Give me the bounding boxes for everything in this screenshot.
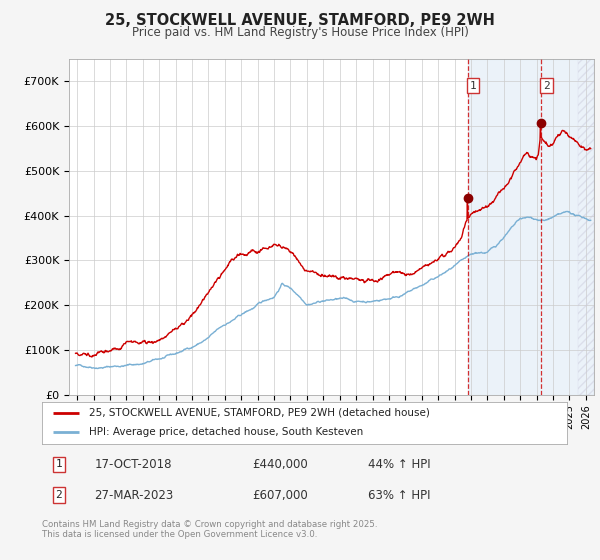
Text: Contains HM Land Registry data © Crown copyright and database right 2025.
This d: Contains HM Land Registry data © Crown c…: [42, 520, 377, 539]
Text: 2: 2: [543, 81, 550, 91]
Text: 25, STOCKWELL AVENUE, STAMFORD, PE9 2WH: 25, STOCKWELL AVENUE, STAMFORD, PE9 2WH: [105, 13, 495, 28]
Text: 17-OCT-2018: 17-OCT-2018: [95, 458, 172, 471]
Text: Price paid vs. HM Land Registry's House Price Index (HPI): Price paid vs. HM Land Registry's House …: [131, 26, 469, 39]
Text: 25, STOCKWELL AVENUE, STAMFORD, PE9 2WH (detached house): 25, STOCKWELL AVENUE, STAMFORD, PE9 2WH …: [89, 408, 430, 418]
Text: 44% ↑ HPI: 44% ↑ HPI: [367, 458, 430, 471]
Text: 63% ↑ HPI: 63% ↑ HPI: [367, 489, 430, 502]
Text: HPI: Average price, detached house, South Kesteven: HPI: Average price, detached house, Sout…: [89, 427, 364, 437]
Text: 1: 1: [55, 459, 62, 469]
Text: £440,000: £440,000: [252, 458, 308, 471]
Text: 2: 2: [55, 490, 62, 500]
Text: 27-MAR-2023: 27-MAR-2023: [95, 489, 174, 502]
Text: £607,000: £607,000: [252, 489, 308, 502]
Bar: [467, 59, 594, 395]
Bar: [578, 59, 594, 395]
Text: 1: 1: [470, 81, 477, 91]
